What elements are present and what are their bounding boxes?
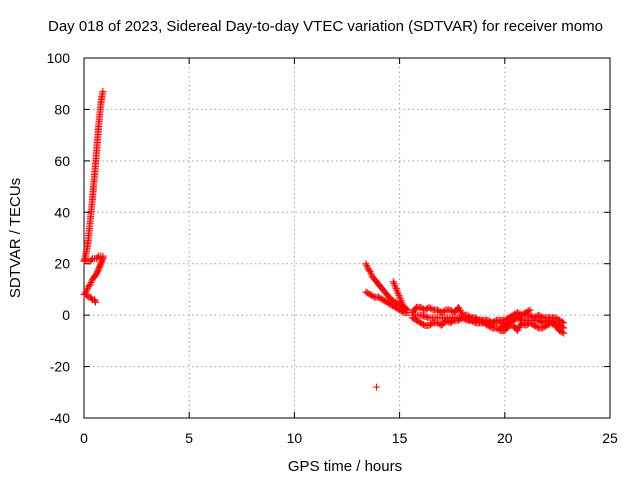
data-point [402, 306, 410, 314]
series-arc-early [80, 252, 107, 299]
data-point [391, 281, 399, 289]
data-point [391, 283, 399, 291]
data-point [397, 297, 405, 305]
data-point [513, 327, 521, 335]
data-point [398, 300, 406, 308]
x-tick-labels: 0 5 10 15 20 25 [80, 430, 618, 446]
y-tick-label: 40 [54, 204, 70, 220]
data-point [92, 298, 100, 306]
data-point [394, 290, 402, 298]
data-point [401, 305, 409, 313]
y-tick-label: 80 [54, 101, 70, 117]
data-point [455, 305, 463, 313]
data-point [395, 291, 403, 299]
data-point [398, 298, 406, 306]
y-tick-labels: -40 -20 0 20 40 60 80 100 [47, 50, 71, 426]
y-tick-label: 0 [62, 307, 70, 323]
data-point [89, 274, 97, 282]
data-point [83, 292, 91, 300]
chart-title: Day 018 of 2023, Sidereal Day-to-day VTE… [48, 18, 603, 35]
series-second-rise [389, 278, 410, 314]
data-point [515, 323, 523, 331]
y-tick-label: 60 [54, 153, 70, 169]
data-point [87, 256, 95, 264]
data-point [396, 293, 404, 301]
data-point [84, 285, 92, 293]
series-lower-band [362, 288, 412, 317]
series-band-arc [497, 306, 534, 332]
x-tick-label: 0 [80, 430, 88, 446]
y-axis-label: SDTVAR / TECUs [7, 178, 24, 298]
x-tick-label: 20 [497, 430, 513, 446]
data-point [558, 323, 566, 331]
data-points [80, 87, 568, 391]
data-point [389, 278, 397, 286]
data-point [91, 297, 99, 305]
data-point [363, 263, 371, 271]
data-point [393, 286, 401, 294]
x-axis-label: GPS time / hours [288, 458, 402, 475]
series-tail-early [82, 291, 100, 306]
y-tick-label: 100 [47, 50, 71, 66]
x-tick-label: 5 [185, 430, 193, 446]
axis-ticks [83, 57, 611, 419]
y-tick-label: -20 [50, 359, 70, 375]
data-point [390, 279, 398, 287]
data-point [526, 306, 534, 314]
y-tick-label: 20 [54, 256, 70, 272]
data-point [455, 303, 463, 311]
series-outlier [372, 383, 380, 391]
data-point [514, 325, 522, 333]
plot-frame [83, 57, 611, 419]
data-point [372, 383, 380, 391]
data-point [84, 283, 92, 291]
data-point [87, 279, 95, 287]
data-point [392, 285, 400, 293]
data-point [85, 282, 93, 290]
data-point [363, 261, 371, 269]
data-point [368, 271, 376, 279]
data-point [525, 307, 533, 315]
data-point [362, 260, 370, 268]
x-tick-label: 10 [287, 430, 303, 446]
data-point [396, 295, 404, 303]
x-tick-label: 15 [392, 430, 408, 446]
data-point [81, 256, 89, 264]
series-rise-early [80, 87, 107, 265]
x-tick-label: 25 [602, 430, 618, 446]
data-point [87, 294, 95, 302]
data-point [393, 288, 401, 296]
data-point [456, 307, 464, 315]
grid-lines [84, 58, 610, 418]
data-point [399, 302, 407, 310]
data-point [88, 275, 96, 283]
data-point [99, 87, 107, 95]
data-point [366, 267, 374, 275]
y-tick-label: -40 [50, 410, 70, 426]
plot-border [83, 57, 611, 419]
data-point [365, 266, 373, 274]
data-point [88, 277, 96, 285]
data-point [367, 269, 375, 277]
data-point [560, 324, 568, 332]
